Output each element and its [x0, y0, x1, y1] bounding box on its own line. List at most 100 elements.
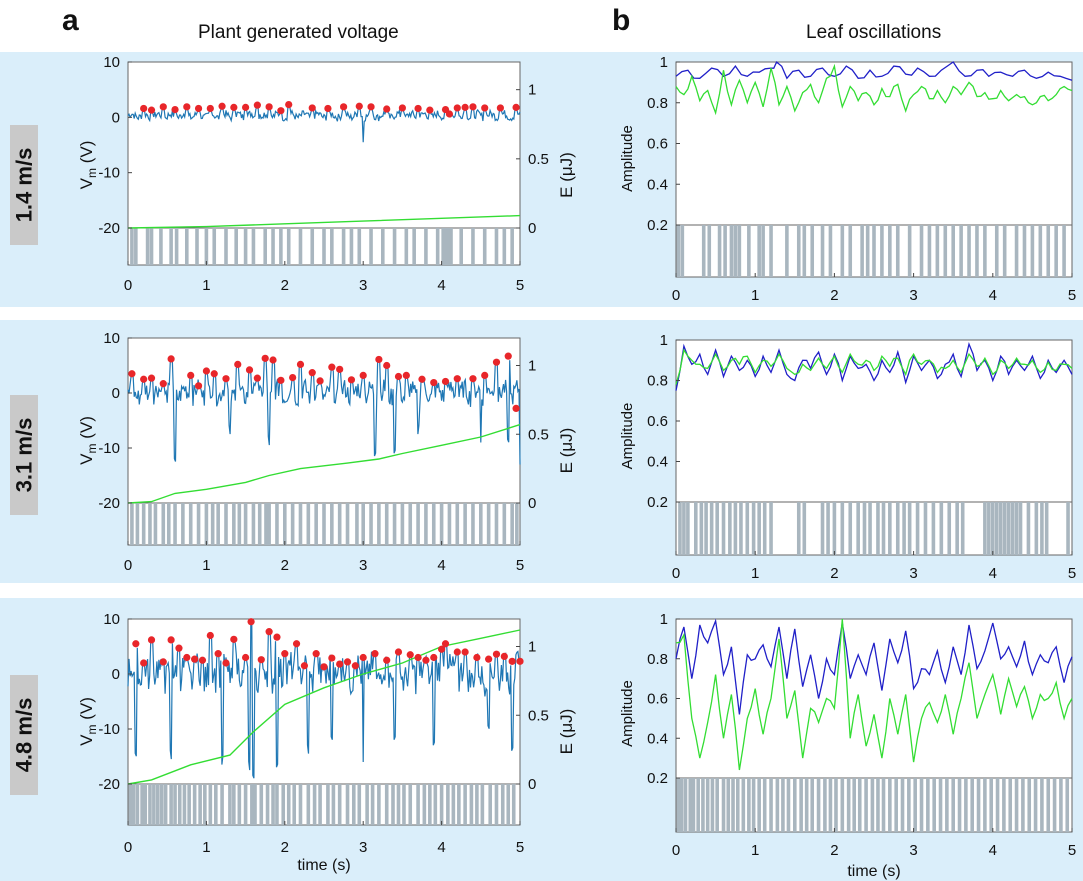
event-marker [212, 228, 217, 265]
event-marker [840, 502, 845, 555]
event-marker [351, 784, 356, 825]
y-tick-label-left: -20 [98, 220, 120, 237]
y-tick-label-left: 0 [112, 666, 120, 683]
y-tick-label: 0.6 [647, 691, 668, 708]
event-marker [337, 503, 342, 545]
x-tick-label: 4 [437, 277, 445, 294]
event-marker [857, 778, 862, 832]
event-marker [970, 778, 975, 832]
peak-marker [300, 662, 308, 670]
event-marker [232, 503, 236, 545]
event-marker [894, 778, 898, 832]
y-tick-label: 0.2 [647, 217, 668, 234]
event-marker [1010, 502, 1015, 555]
event-marker [198, 784, 202, 825]
peak-marker [222, 375, 230, 383]
y-axis-label-voltage: Vm (V) [77, 416, 99, 465]
event-marker [1002, 225, 1007, 277]
y-tick-label: 1 [660, 332, 668, 349]
event-marker [314, 503, 318, 545]
event-marker [757, 225, 761, 277]
peak-marker [159, 658, 167, 666]
event-marker [396, 784, 401, 825]
peak-marker [516, 657, 524, 665]
y-tick-label: 0.8 [647, 651, 668, 668]
event-marker [998, 502, 1003, 555]
event-marker [286, 228, 291, 265]
peak-marker [453, 104, 461, 112]
peak-marker [461, 103, 469, 111]
event-marker [196, 503, 201, 545]
event-marker [204, 503, 209, 545]
event-marker [926, 778, 930, 832]
event-marker [224, 228, 228, 265]
event-marker [699, 502, 704, 555]
y-tick-label-right: 0 [528, 776, 536, 793]
peak-marker [359, 653, 367, 662]
event-marker [983, 502, 987, 555]
event-marker [220, 784, 224, 825]
y-tick-label: 0.8 [647, 95, 668, 112]
x-tick-label: 2 [281, 839, 289, 856]
event-marker [751, 778, 756, 832]
x-tick-label: 2 [830, 287, 838, 304]
y-tick-label-right: 0.5 [528, 151, 549, 168]
event-marker [298, 228, 303, 265]
event-marker [876, 502, 880, 555]
y-tick-label-right: 0 [528, 495, 536, 512]
event-marker [810, 778, 815, 832]
event-marker [989, 778, 994, 832]
x-tick-label: 1 [751, 842, 759, 859]
event-marker [402, 784, 406, 825]
event-marker [832, 502, 837, 555]
y-tick-label: 0.8 [647, 373, 668, 390]
peak-marker [402, 371, 410, 379]
event-marker [775, 778, 780, 832]
event-marker [463, 784, 467, 825]
peak-marker [316, 377, 324, 385]
y-tick-label-left: 10 [103, 611, 120, 628]
event-marker [449, 228, 453, 265]
event-marker [786, 778, 791, 832]
peak-marker [296, 360, 305, 368]
event-marker [1044, 502, 1049, 555]
event-marker [424, 228, 428, 265]
event-marker [793, 778, 797, 832]
event-marker [140, 784, 144, 825]
event-marker [862, 502, 867, 555]
event-marker [757, 502, 761, 555]
x-axis-title-left: time (s) [297, 857, 350, 874]
event-marker [731, 778, 735, 832]
peak-marker [481, 104, 489, 112]
event-marker [251, 228, 256, 265]
event-marker [741, 778, 746, 832]
peak-marker [426, 106, 434, 114]
event-marker [312, 784, 317, 825]
event-marker [739, 502, 743, 555]
peak-marker [191, 655, 199, 663]
event-marker [214, 784, 218, 825]
event-marker [935, 225, 940, 277]
event-marker [757, 778, 761, 832]
event-marker [392, 503, 397, 545]
peak-marker [441, 377, 450, 386]
event-marker [1002, 778, 1006, 832]
event-marker [408, 784, 413, 825]
event-marker [751, 502, 756, 555]
y-tick-label-left: 0 [112, 109, 120, 126]
event-marker [683, 778, 688, 832]
peak-marker [147, 636, 156, 644]
event-marker [471, 228, 475, 265]
peak-marker [383, 361, 391, 370]
event-marker [377, 784, 381, 825]
event-marker [726, 778, 731, 832]
event-marker [181, 503, 185, 545]
event-marker [152, 784, 156, 825]
event-marker [330, 503, 334, 545]
event-marker [173, 784, 177, 825]
peak-marker [253, 374, 261, 382]
event-marker [872, 225, 876, 277]
peak-marker [430, 653, 438, 662]
peak-marker [375, 355, 383, 364]
event-marker [976, 778, 981, 832]
